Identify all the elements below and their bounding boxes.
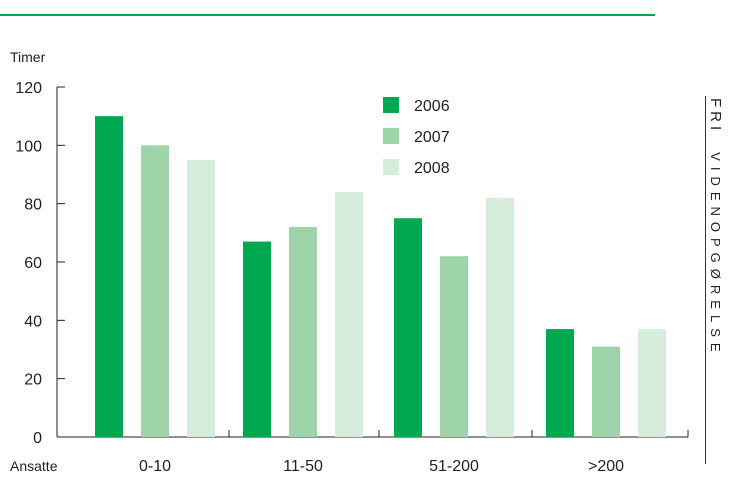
side-divider — [705, 96, 706, 464]
x-axis-label: Ansatte — [10, 458, 58, 474]
bar-2006-0-10 — [95, 116, 123, 438]
x-tick-label: 11-50 — [283, 458, 323, 475]
bar-2007-51-200 — [440, 256, 468, 437]
bar-2008-11-50 — [335, 192, 363, 437]
bar-2007-11-50 — [289, 227, 317, 437]
bar-2008-0-10 — [187, 159, 215, 437]
legend-swatch-2007 — [383, 128, 399, 144]
bar-2006-51-200 — [394, 218, 422, 437]
legend-label: 2008 — [414, 160, 450, 177]
bar-2007->200 — [592, 346, 620, 437]
y-tick-label: 100 — [15, 138, 42, 155]
y-tick-label: 40 — [24, 313, 42, 330]
top-divider — [0, 14, 655, 16]
bar-2006->200 — [546, 329, 574, 437]
y-tick-label: 20 — [24, 372, 42, 389]
bar-2008-51-200 — [486, 197, 514, 437]
y-tick-label: 60 — [24, 255, 42, 272]
y-tick-label: 80 — [24, 197, 42, 214]
legend-label: 2006 — [414, 98, 450, 115]
bar-2006-11-50 — [243, 241, 271, 437]
legend-swatch-2006 — [383, 97, 399, 113]
y-tick-label: 0 — [33, 430, 42, 447]
x-tick-label: >200 — [588, 458, 624, 475]
x-tick-label: 51-200 — [429, 458, 479, 475]
bar-2007-0-10 — [141, 145, 169, 438]
legend-swatch-2008 — [383, 159, 399, 175]
legend-label: 2007 — [414, 129, 450, 146]
y-tick-label: 120 — [15, 80, 42, 97]
x-tick-label: 0-10 — [139, 458, 171, 475]
bar-2008->200 — [638, 329, 666, 437]
y-axis-label: Timer — [10, 49, 46, 65]
